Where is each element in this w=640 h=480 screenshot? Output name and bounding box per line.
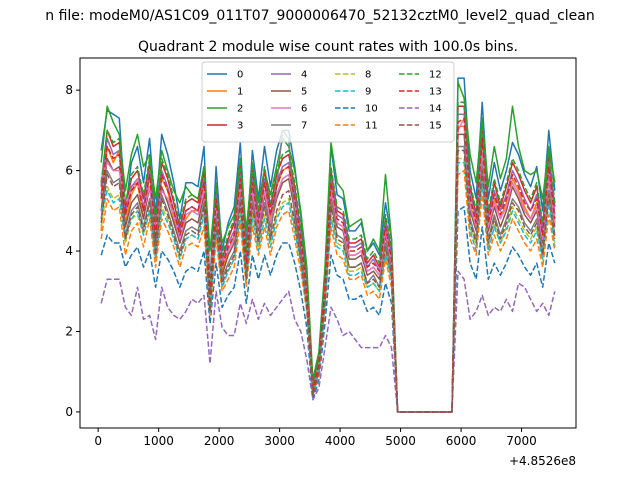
y-axis: 0 2 4 6 8: [65, 83, 80, 419]
x-axis: 0 1000 2000 3000 4000 5000 6000 7000: [94, 428, 537, 448]
x-tick-label: 5000: [385, 434, 416, 448]
chart-title: Quadrant 2 module wise count rates with …: [138, 39, 518, 55]
series-line-13: [100, 117, 556, 413]
series-layer: [100, 77, 556, 413]
series-line-11: [100, 169, 556, 413]
legend-label-8: 8: [365, 70, 371, 81]
legend-label-10: 10: [365, 104, 378, 115]
legend-label-4: 4: [301, 70, 307, 81]
legend-label-1: 1: [237, 87, 243, 98]
legend-label-14: 14: [429, 104, 442, 115]
y-tick-label: 8: [65, 83, 73, 97]
x-offset-label: +4.8526e8: [509, 454, 576, 468]
plot-frame: [79, 57, 577, 429]
y-tick-label: 4: [65, 244, 73, 258]
x-tick-label: 1000: [143, 434, 174, 448]
series-line-14: [100, 270, 556, 413]
series-line-15: [100, 149, 556, 413]
x-tick-label: 2000: [204, 434, 235, 448]
y-tick-label: 0: [65, 405, 73, 419]
legend-label-5: 5: [301, 87, 307, 98]
x-tick-label: 6000: [446, 434, 477, 448]
y-tick-label: 2: [65, 324, 73, 338]
legend-label-0: 0: [237, 70, 243, 81]
legend-label-6: 6: [301, 104, 307, 115]
series-line-9: [100, 161, 556, 413]
legend-box: [201, 61, 455, 143]
figure-suptitle: n file: modeM0/AS1C09_011T07_9000006470_…: [45, 8, 594, 24]
series-line-2: [100, 81, 556, 413]
x-tick-label: 4000: [325, 434, 356, 448]
series-line-10: [100, 206, 556, 413]
legend-label-3: 3: [237, 121, 243, 132]
legend-label-7: 7: [301, 121, 307, 132]
legend-label-2: 2: [237, 104, 243, 115]
legend-label-11: 11: [365, 121, 378, 132]
legend-label-9: 9: [365, 87, 371, 98]
legend-label-13: 13: [429, 87, 442, 98]
legend-label-15: 15: [429, 121, 442, 132]
y-tick-label: 6: [65, 164, 73, 178]
x-tick-label: 0: [94, 434, 102, 448]
legend-label-12: 12: [429, 70, 442, 81]
x-tick-label: 3000: [264, 434, 295, 448]
x-tick-label: 7000: [506, 434, 537, 448]
